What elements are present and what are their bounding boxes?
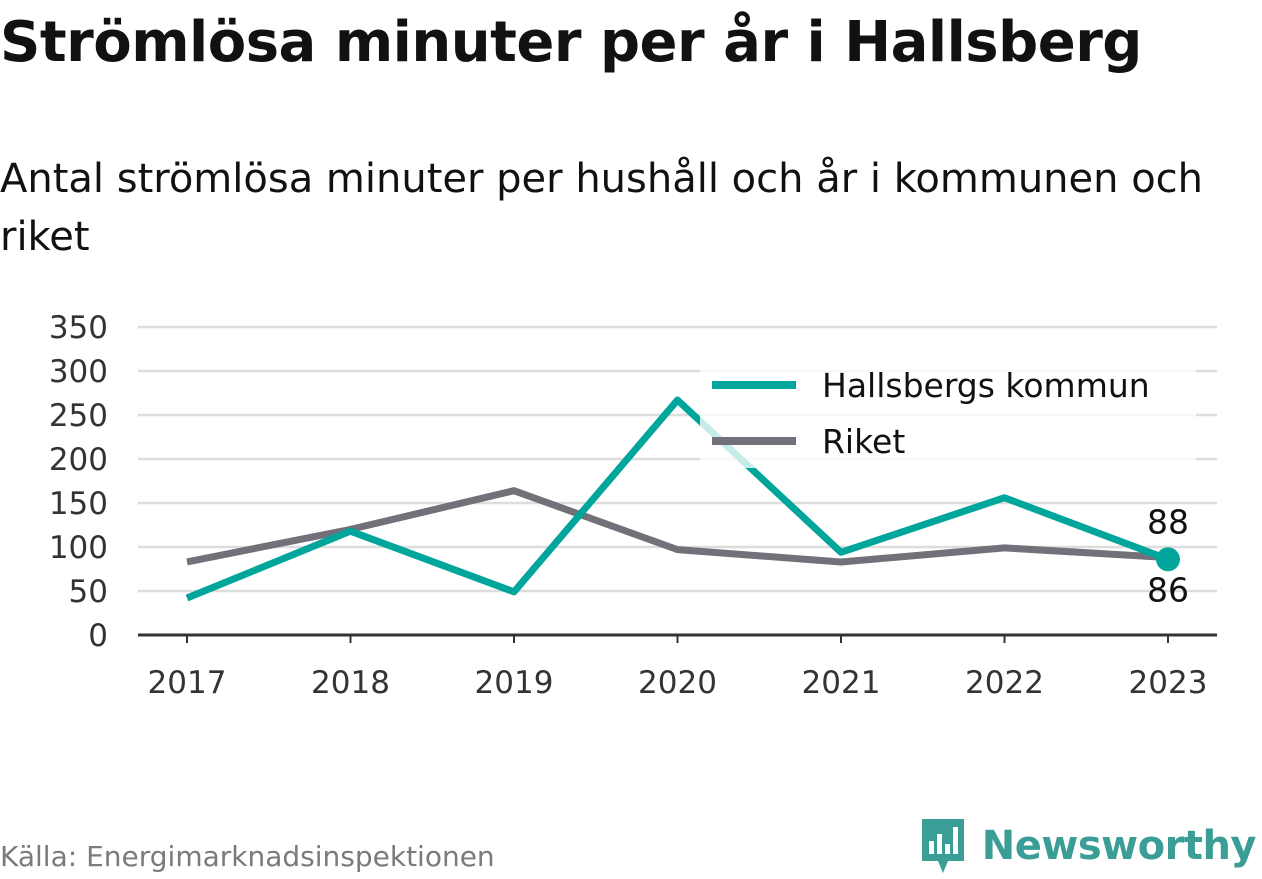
legend: Hallsbergs kommun Riket [700, 358, 1196, 468]
x-axis-tick-labels: 2017 2018 2019 2020 2021 2022 2023 [148, 635, 1208, 701]
x-tick-label: 2019 [475, 665, 554, 701]
end-point-marker [1156, 547, 1180, 572]
y-tick-label: 50 [69, 574, 108, 610]
legend-label: Riket [822, 422, 905, 461]
x-tick-label: 2020 [638, 665, 717, 701]
y-tick-label: 100 [49, 530, 108, 566]
series-lines [185, 396, 1180, 602]
y-tick-label: 200 [49, 442, 108, 478]
end-value-label: 86 [1147, 570, 1189, 609]
chart-subtitle: Antal strömlösa minuter per hushåll och … [0, 156, 1204, 260]
series-line-hallsbergs-kommun [185, 396, 1170, 602]
x-tick-label: 2017 [148, 665, 227, 701]
chart-title: Strömlösa minuter per år i Hallsberg [0, 10, 1142, 75]
y-tick-label: 250 [49, 398, 108, 434]
x-tick-label: 2021 [802, 665, 881, 701]
x-tick-label: 2018 [311, 665, 390, 701]
source-note: Källa: Energimarknadsinspektionen [0, 840, 495, 873]
end-labels: 88 86 [1147, 503, 1189, 610]
end-value-label: 88 [1147, 503, 1189, 542]
y-tick-label: 350 [49, 310, 108, 346]
brand-name: Newsworthy [981, 823, 1257, 869]
y-tick-label: 150 [49, 486, 108, 522]
legend-label: Hallsbergs kommun [822, 366, 1150, 405]
x-tick-label: 2023 [1129, 665, 1208, 701]
y-tick-label: 300 [49, 354, 108, 390]
newsworthy-logo-icon [921, 819, 964, 873]
y-axis-tick-labels: 0 50 100 150 200 250 300 350 [49, 310, 108, 654]
x-tick-label: 2022 [965, 665, 1044, 701]
y-tick-label: 0 [88, 618, 108, 654]
legend-background [700, 358, 1196, 468]
brand: Newsworthy [918, 817, 1257, 875]
